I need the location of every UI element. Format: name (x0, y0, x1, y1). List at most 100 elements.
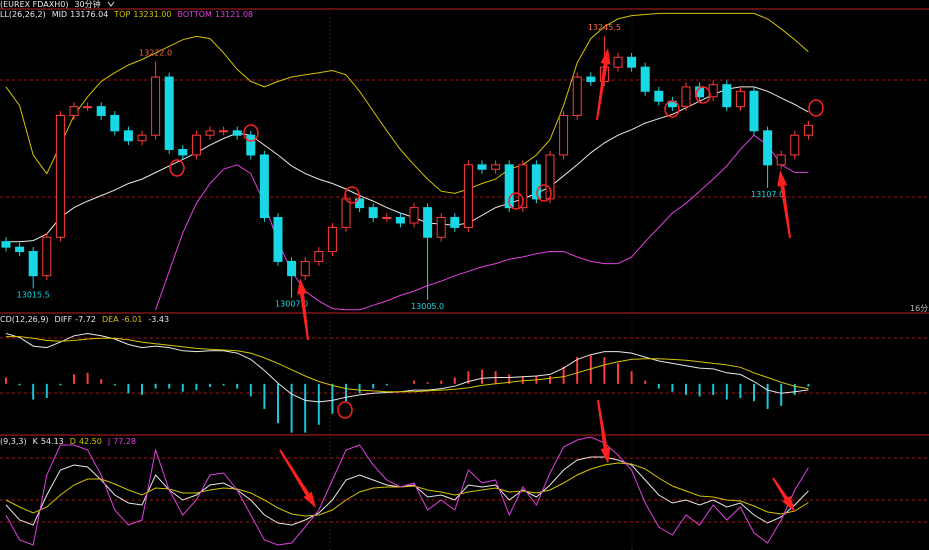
candle-body (695, 86, 705, 98)
candle-body (790, 134, 800, 156)
candle-body (123, 130, 133, 142)
candle-body (572, 76, 582, 116)
readout-item: TOP 13231.00 (114, 10, 171, 20)
readout-name: K (32, 437, 38, 446)
candle-body (545, 154, 555, 200)
highlight-circle (695, 86, 711, 104)
readout-value: -3.43 (148, 315, 170, 324)
candle-body (491, 164, 501, 170)
indicator-readout: (9,3,3) K 54.13 D 42.50 J 77.28 (0, 437, 136, 447)
readout-value: -6.01 (121, 315, 143, 324)
candle-body (287, 260, 297, 277)
candle-body (627, 56, 637, 68)
highlight-circle (169, 159, 185, 177)
readout-name: MID (51, 10, 68, 19)
readout-value: 77.28 (113, 437, 137, 446)
candle-body (409, 207, 419, 224)
highlight-circle (344, 186, 360, 204)
candle-body (518, 164, 528, 209)
indicator-name: CD(12,26,9) (0, 315, 49, 324)
price-annotation: 13007.0 (275, 300, 308, 309)
readout-item: DEA -6.01 (102, 315, 142, 325)
candle-body (504, 164, 514, 209)
candle-body (477, 164, 487, 170)
candle-body (219, 130, 229, 133)
dropdown-icon[interactable] (107, 0, 115, 8)
candle-body (273, 217, 283, 262)
candle-body (327, 226, 337, 253)
candle-body (178, 148, 188, 156)
readout-name: D (69, 437, 76, 446)
candle-body (763, 130, 773, 166)
readout-name: BOTTOM (177, 10, 212, 19)
time-label: 16分5 (910, 304, 929, 313)
symbol-header: (EUREX FDAXH0) 30分钟 (0, 0, 115, 10)
readout-name: DIFF (54, 315, 73, 324)
indicator-readout: CD(12,26,9) DIFF -7.72 DEA -6.01 -3.43 (0, 315, 169, 325)
candle-body (382, 217, 392, 220)
candle-body (463, 164, 473, 228)
readout-value: 13176.04 (70, 10, 109, 19)
indicator-line (5, 332, 809, 403)
candle-body (395, 217, 405, 224)
candle-body (776, 154, 786, 166)
candle-body (96, 106, 106, 116)
candle-body (246, 134, 256, 156)
readout-item: J 77.28 (108, 437, 136, 447)
indicator-line (6, 336, 809, 393)
readout-item: K 54.13 (33, 437, 64, 447)
price-annotation: 13245.5 (588, 23, 621, 32)
candle-body (531, 164, 541, 200)
highlight-arrow (777, 170, 791, 239)
price-annotation: 13005.0 (411, 302, 444, 311)
price-annotation: 13015.5 (17, 290, 50, 299)
readout-name: TOP (114, 10, 131, 19)
candle-body (613, 56, 623, 68)
candle-body (110, 114, 120, 132)
readout-value: 54.13 (40, 437, 64, 446)
highlight-circle (536, 184, 552, 202)
candle-body (15, 246, 25, 253)
candle-body (1, 241, 11, 248)
readout-item: BOTTOM 13121.08 (177, 10, 253, 20)
indicator-line (5, 456, 809, 526)
readout-value: -7.72 (75, 315, 96, 324)
period-selector[interactable]: 30分钟 (74, 0, 101, 9)
candle-body (436, 217, 446, 238)
candle-body (450, 217, 460, 228)
readout-name: J (107, 437, 111, 446)
candle-body (83, 106, 93, 109)
candle-body (355, 198, 365, 209)
candle-body (681, 86, 691, 108)
candle-body (640, 66, 650, 92)
candle-body (423, 207, 433, 238)
readout-value: 13231.00 (133, 10, 172, 19)
candle-body (654, 90, 664, 102)
candle-body (368, 207, 378, 219)
candle-body (55, 114, 65, 238)
candle-body (42, 236, 52, 277)
candle-body (314, 251, 324, 262)
candle-body (586, 76, 596, 82)
highlight-arrow (279, 449, 316, 508)
indicator-name: (9,3,3) (0, 437, 27, 446)
highlight-circle (664, 100, 680, 118)
candle-body (259, 154, 269, 219)
candle-body (722, 84, 732, 108)
candle-body (164, 76, 174, 150)
price-annotation: 13107.0 (751, 190, 784, 199)
candle-body (191, 134, 201, 156)
readout-value: 42.50 (78, 437, 102, 446)
highlight-circle (508, 192, 524, 210)
highlight-circle (243, 124, 259, 142)
price-annotation: 13222.0 (139, 49, 172, 58)
candle-body (28, 251, 38, 277)
candle-body (735, 90, 745, 108)
candle-body (803, 124, 813, 136)
candle-body (137, 134, 147, 142)
indicator-name: LL(26,26,2) (0, 10, 46, 19)
indicator-line (5, 436, 809, 546)
highlight-circle (808, 99, 824, 117)
highlight-arrow (597, 399, 611, 464)
